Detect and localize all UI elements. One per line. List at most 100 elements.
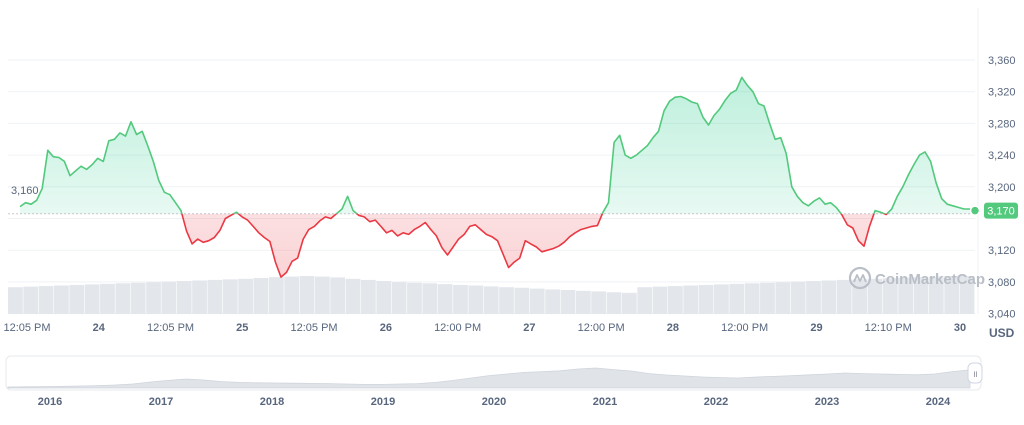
volume-bar [499,287,514,314]
volume-bar [207,279,223,314]
volume-bar [238,278,253,314]
volume-bar [959,276,975,314]
volume-bar [161,281,177,314]
volume-bar [560,290,576,314]
volume-bar [775,282,791,314]
volume-bar [222,279,238,314]
navigator-year-axis: 2016 2017 2018 2019 2020 2021 2022 2023 2024 [38,396,951,408]
volume-bar [176,281,192,314]
navigator-year-label: 2016 [38,396,62,408]
volume-bar [683,285,699,314]
volume-bar [407,282,422,314]
volume-bar [468,285,484,314]
price-line [19,76,976,278]
drag-handle-icon: ॥ [972,369,977,379]
y-tick-label: 3,360 [988,55,1016,67]
x-axis: 12:05 PM 24 12:05 PM 25 12:05 PM 26 12:00 PM 27… [3,322,966,334]
volume-bar [361,279,376,314]
price-area-up [20,77,975,214]
volume-bar [591,291,607,314]
navigator[interactable]: 2016 2017 2018 2019 2020 2021 2022 2023 2024 ॥ [0,350,1024,425]
x-tick-label: 12:00 PM [721,322,768,334]
volume-bar [821,280,837,314]
navigator-year-label: 2020 [482,396,506,408]
volume-bar [192,280,207,314]
volume-bar [38,286,54,314]
y-tick-label: 3,280 [988,118,1016,130]
volume-bar [130,282,146,314]
volume-bar [606,292,622,314]
x-tick-label: 25 [236,322,248,334]
volume-bar [729,283,745,314]
volume-bar [714,284,729,314]
navigator-year-label: 2023 [815,396,839,408]
volume-bar [867,278,883,314]
volume-bar [422,283,438,314]
x-tick-label: 26 [380,322,392,334]
volume-bar [330,277,346,314]
y-tick-label: 3,200 [988,182,1016,194]
volume-bar [760,282,775,314]
price-line-down [181,213,889,278]
volume-bar [836,279,852,314]
volume-bar [146,282,161,314]
x-tick-label: 30 [954,322,966,334]
navigator-year-label: 2019 [371,396,395,408]
current-price-marker: 3,170 [969,202,1018,219]
volume-bar [284,276,300,314]
navigator-area-path [7,367,971,389]
y-tick-label: 3,040 [988,309,1016,321]
volume-bar [391,281,407,314]
watermark: CoinMarketCap [848,266,985,290]
volume-bar [898,277,914,314]
volume-bar [253,277,269,314]
volume-bar [913,277,929,314]
volume-bar [437,284,453,314]
volume-bar [514,287,530,314]
navigator-year-label: 2018 [260,396,284,408]
volume-bar [483,286,499,314]
x-tick-label: 28 [667,322,679,334]
watermark-text: CoinMarketCap [875,271,985,288]
volume-bar [668,286,683,314]
volume-bar [345,278,361,314]
volume-bar [882,278,898,314]
volume-bar [944,276,960,314]
volume-bar [790,281,806,314]
volume-bar [100,283,115,314]
navigator-area [7,367,971,389]
volume-bar [84,284,100,314]
volume-bar [376,281,392,314]
y-tick-label: 3,240 [988,150,1016,162]
volume-bar [806,281,821,314]
x-tick-label: 12:05 PM [291,322,338,334]
volume-bar [744,283,760,314]
x-tick-label: 29 [810,322,822,334]
x-tick-label: 27 [523,322,535,334]
volume-bar [115,283,131,314]
x-tick-label: 12:00 PM [434,322,481,334]
volume-bar [23,286,39,314]
volume-bar [575,290,591,314]
x-tick-label: 24 [93,322,106,334]
volume-bar [529,288,545,314]
navigator-year-label: 2021 [593,396,617,408]
volume-bar [54,285,69,314]
volume-bar [637,287,653,314]
currency-unit-label: USD [989,326,1015,340]
current-price-dot [969,205,981,216]
price-area-down [20,213,975,278]
volume-bar [852,279,867,314]
volume-bar [928,276,944,314]
coinmarketcap-logo-icon [848,266,872,290]
x-tick-label: 12:05 PM [3,322,50,334]
x-tick-label: 12:05 PM [147,322,194,334]
y-tick-label: 3,320 [988,87,1016,99]
volume-bars [8,276,975,314]
navigator-scroll-handle[interactable]: ॥ [967,362,983,384]
price-chart[interactable]: 3,040 3,080 3,120 3,200 3,240 3,280 3,320 3,360… [0,0,1024,345]
volume-bar [621,292,637,314]
current-price-tag [984,202,1018,219]
volume-bar [453,284,468,314]
navigator-year-label: 2017 [149,396,173,408]
